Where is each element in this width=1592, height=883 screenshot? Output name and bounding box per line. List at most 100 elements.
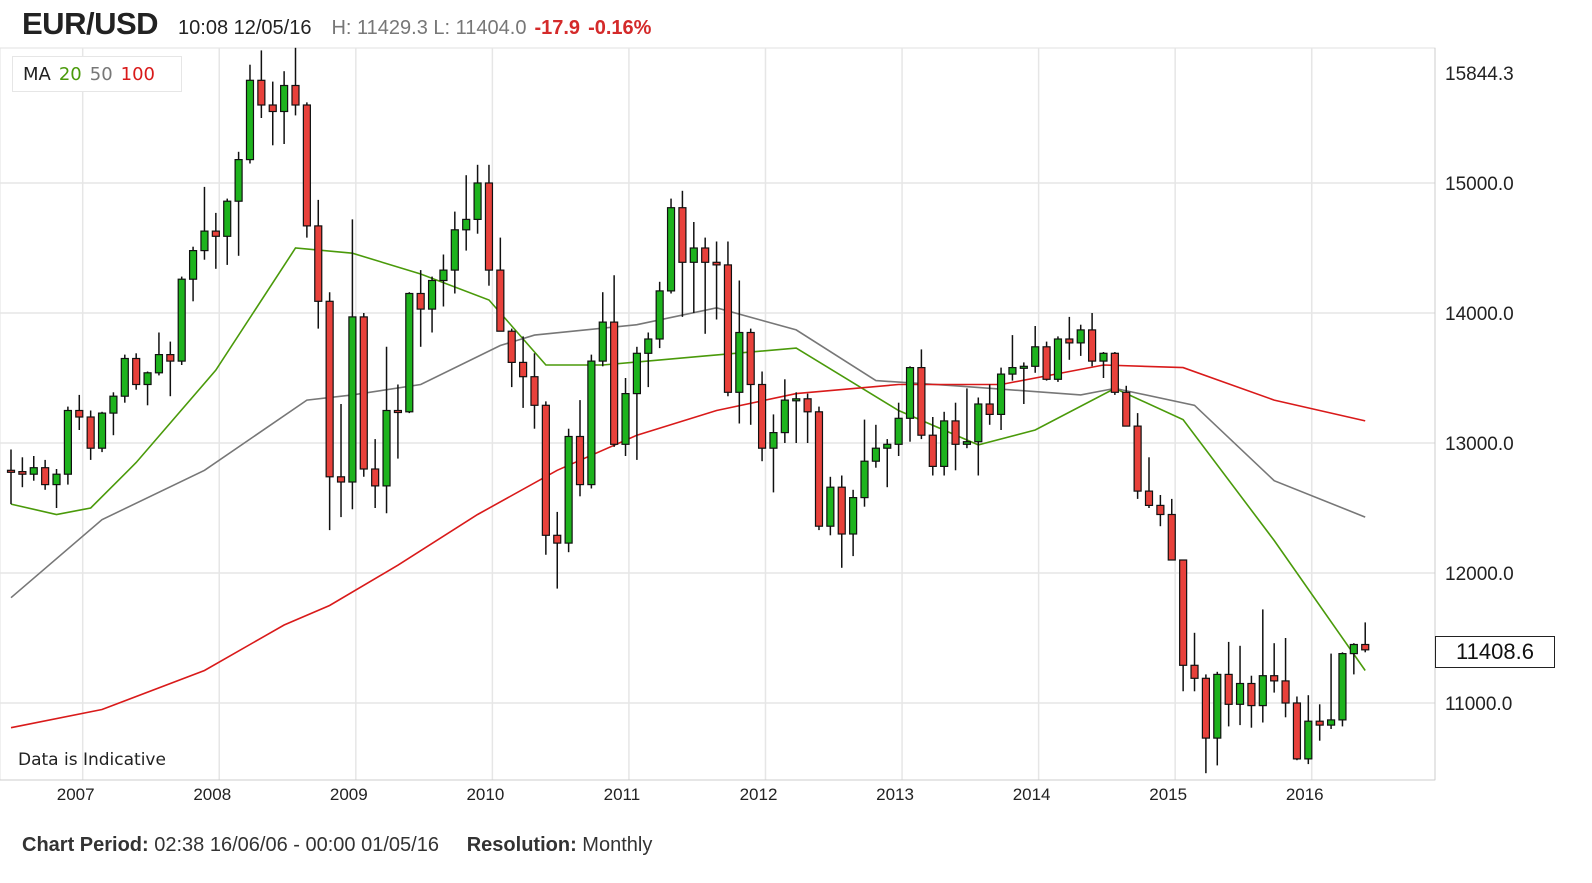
period-value: 02:38 16/06/06 - 00:00 01/05/16 — [154, 834, 439, 856]
candle — [52, 469, 61, 508]
candle-body — [1349, 643, 1358, 655]
candle-body — [484, 182, 494, 271]
candle — [1053, 336, 1063, 382]
candle — [1133, 413, 1142, 499]
candle-body — [689, 247, 698, 263]
candle-body — [985, 403, 994, 415]
candle-body — [769, 432, 778, 449]
candle — [132, 353, 141, 390]
candle — [928, 417, 937, 476]
candle-body — [120, 357, 129, 397]
candle — [1213, 671, 1222, 766]
candle — [405, 292, 414, 414]
candle — [1065, 316, 1074, 360]
candle-body — [1156, 504, 1165, 516]
candle-body — [587, 360, 596, 486]
candle-body — [1031, 346, 1040, 367]
y-tick-label: 11000.0 — [1445, 694, 1512, 715]
candle-body — [655, 290, 664, 340]
candle-body — [1065, 338, 1074, 344]
candle-body — [268, 104, 277, 113]
candle — [541, 401, 550, 555]
candle-body — [382, 409, 391, 487]
candle-body — [1235, 682, 1245, 705]
resolution-label: Resolution: — [466, 834, 577, 856]
candle — [291, 47, 300, 116]
x-tick-label: 2012 — [740, 785, 778, 804]
chart-footer: Chart Period: 02:38 16/06/06 - 00:00 01/… — [22, 834, 652, 857]
candle — [871, 424, 880, 468]
candle — [1179, 559, 1188, 692]
chart-header: EUR/USD 10:08 12/05/16 H: 11429.3 L: 114… — [22, 6, 659, 42]
y-tick-label: 13000.0 — [1445, 434, 1514, 455]
candle — [439, 254, 448, 307]
period-label: Chart Period: — [22, 834, 149, 856]
candle-body — [621, 393, 630, 445]
candle-body — [143, 372, 152, 386]
legend-ma50[interactable]: 50 — [89, 63, 113, 85]
candle-body — [496, 269, 505, 332]
candle — [86, 410, 95, 460]
x-tick-label: 2013 — [876, 785, 914, 804]
candle — [1156, 495, 1165, 527]
candle — [166, 341, 175, 397]
candle-body — [245, 79, 255, 161]
candle — [359, 313, 368, 477]
candle — [496, 237, 505, 332]
candle-body — [1042, 346, 1051, 380]
candle — [587, 354, 596, 489]
candle-body — [314, 225, 323, 302]
candle — [860, 419, 869, 507]
candle — [837, 475, 846, 568]
x-tick-label: 2015 — [1149, 785, 1187, 804]
legend-ma100[interactable]: 100 — [120, 63, 156, 85]
candle-body — [416, 292, 425, 310]
y-tick-label: 15844.3 — [1445, 64, 1514, 85]
candle — [883, 439, 892, 488]
candle-body — [553, 534, 562, 544]
candle-body — [1179, 559, 1188, 666]
candle — [1315, 704, 1324, 741]
resolution-value: Monthly — [582, 834, 653, 856]
candle-body — [962, 441, 972, 445]
candle-body — [1338, 652, 1347, 721]
candle-body — [132, 357, 141, 386]
candle — [1349, 643, 1358, 675]
candle — [268, 81, 277, 146]
candle-body — [393, 409, 403, 414]
candle-body — [1076, 329, 1085, 344]
candle-body — [917, 367, 926, 436]
candle-body — [86, 416, 95, 449]
candle-body — [1019, 365, 1028, 369]
candle-body — [610, 321, 619, 445]
candle — [678, 190, 687, 317]
candle-body — [359, 316, 368, 470]
candle — [1019, 362, 1028, 404]
candle-body — [883, 443, 892, 449]
candle — [1235, 645, 1245, 726]
candle — [1190, 632, 1199, 692]
y-tick-label: 12000.0 — [1445, 564, 1514, 585]
candle-body — [1008, 367, 1017, 375]
candle-body — [1144, 490, 1154, 507]
candle — [1087, 313, 1097, 367]
candle — [1338, 652, 1347, 727]
candle-body — [348, 316, 357, 483]
candle — [757, 371, 767, 462]
candle — [416, 270, 425, 347]
candle — [450, 211, 459, 294]
legend-ma20[interactable]: 20 — [58, 63, 82, 85]
candle — [575, 400, 585, 497]
candle — [75, 394, 84, 430]
candle — [598, 292, 607, 367]
candle-body — [871, 447, 880, 462]
candle — [462, 175, 471, 251]
candle — [1076, 324, 1085, 356]
x-tick-label: 2014 — [1013, 785, 1051, 804]
candle-body — [507, 330, 516, 364]
candle — [746, 328, 755, 425]
candle — [655, 281, 664, 349]
candle-body — [1053, 338, 1063, 380]
candle-body — [1281, 680, 1290, 704]
